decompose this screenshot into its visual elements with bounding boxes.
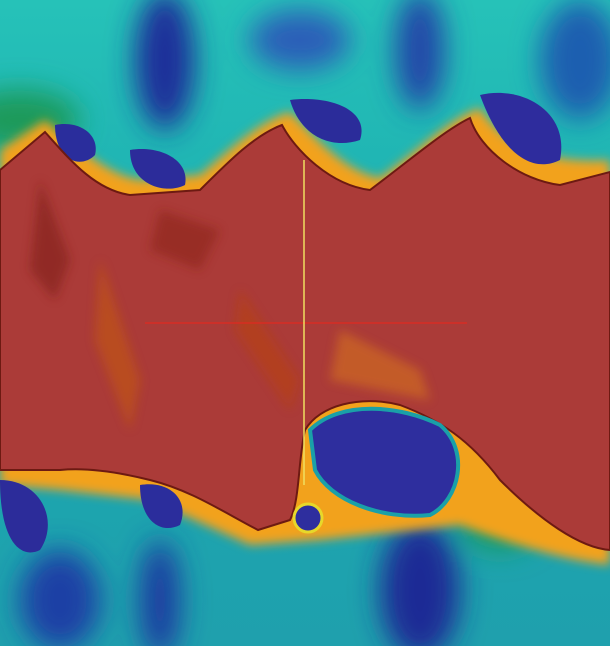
blue-core xyxy=(140,484,183,529)
blue-core xyxy=(130,149,186,189)
blue-region xyxy=(135,0,195,130)
blue-core xyxy=(480,92,562,165)
internal-shading xyxy=(30,180,430,430)
dark-streak xyxy=(30,180,70,300)
dark-streak xyxy=(150,210,220,270)
blue-core xyxy=(292,502,324,534)
vortex-cores xyxy=(0,92,562,553)
orange-streak xyxy=(95,260,140,430)
blue-core xyxy=(290,99,362,144)
blue-region xyxy=(380,520,460,646)
orange-streak xyxy=(330,330,430,400)
blue-region xyxy=(20,550,100,646)
blue-region xyxy=(250,10,350,70)
blue-core xyxy=(55,124,96,162)
blue-region xyxy=(395,0,445,110)
blue-core xyxy=(307,406,461,518)
blue-region xyxy=(140,540,180,646)
blue-core xyxy=(0,480,48,553)
orange-streak xyxy=(235,290,300,410)
main-region xyxy=(0,116,610,552)
blue-region xyxy=(540,0,610,120)
